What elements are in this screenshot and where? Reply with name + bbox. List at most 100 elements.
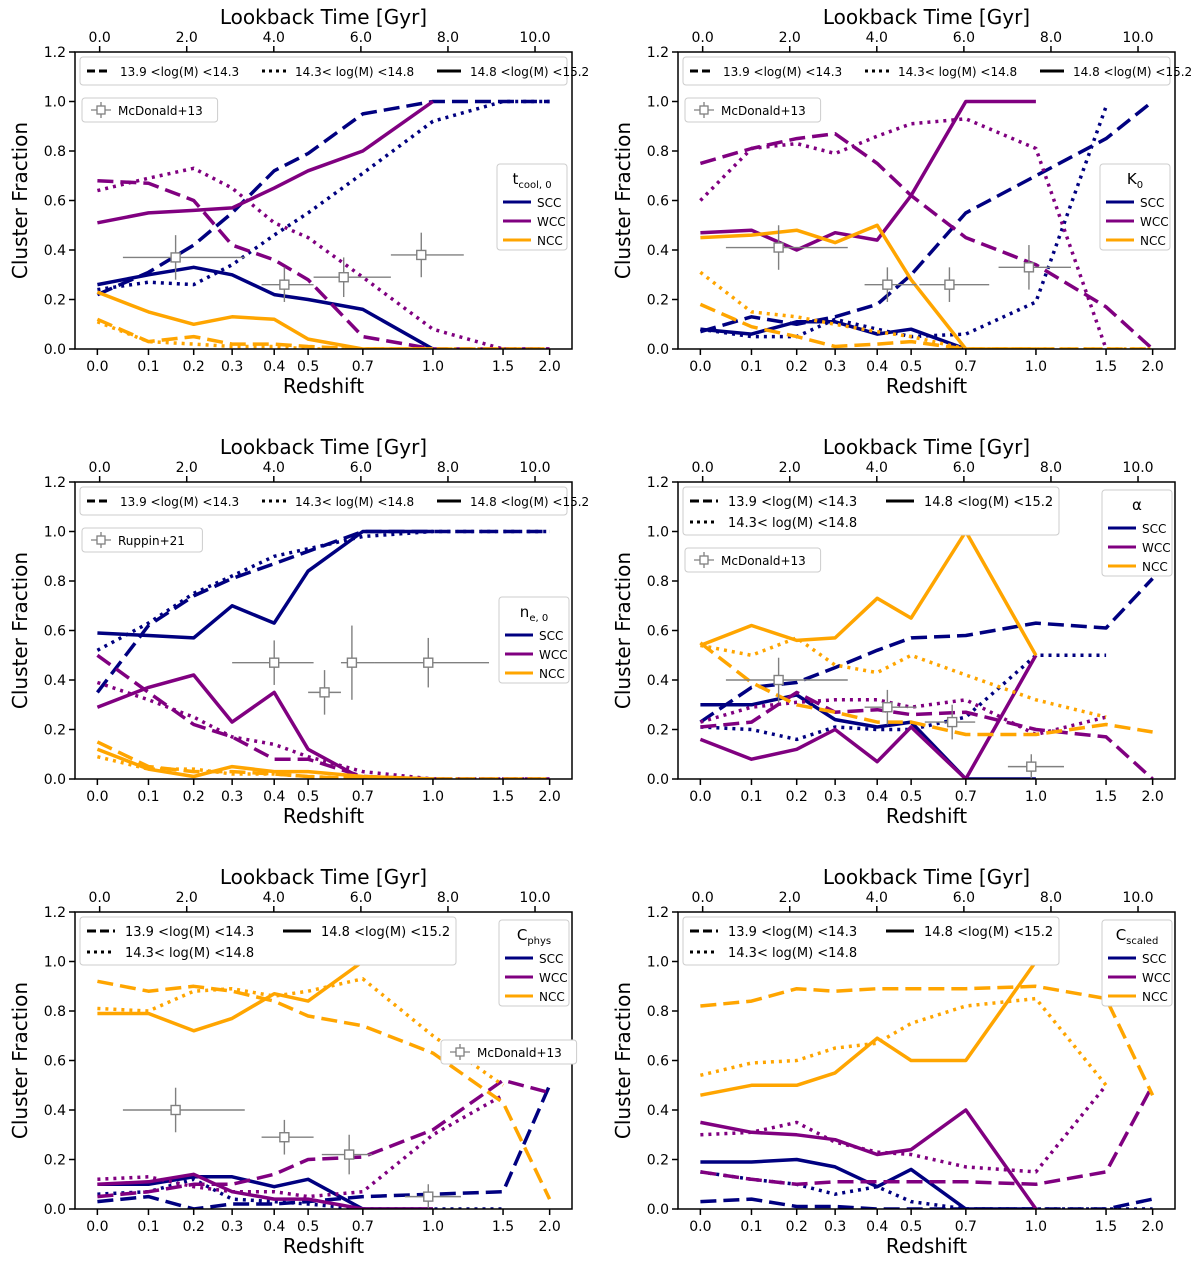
observation-legend: McDonald+13 [684,547,822,573]
y-axis-tick-label: 0.0 [44,342,66,358]
class-legend-label-ncc: NCC [539,990,565,1004]
x-axis-tick-label: 1.5 [492,789,514,805]
series-scc-dotted [700,653,1107,742]
series-wcc-solid [699,654,1038,779]
class-legend-label-scc: SCC [539,952,563,966]
observation-point [232,640,314,685]
x-axis-tick-label: 0.1 [137,1219,159,1235]
class-legend-label-scc: SCC [1142,522,1166,536]
y-axis-tick-label: 0.8 [44,1004,66,1020]
x-axis-tick-label: 0.3 [824,1219,846,1235]
legend-label-dotted: 14.3< log(M) <14.8 [295,495,414,509]
mass-legend: 13.9 <log(M) <14.3 14.3< log(M) <14.8 14.8… [682,486,1060,536]
x-axis-tick-label: 0.2 [183,359,205,375]
series-ncc-dotted [700,636,1107,719]
series-ncc-dotted [97,977,505,1087]
y-axis-tick-label: 1.0 [647,525,669,541]
observation-point [725,657,848,703]
x-axis-tick-label: 0.1 [740,789,762,805]
class-legend: Cphys SCC WCC NCC [498,919,570,1007]
class-legend-label-scc: SCC [537,196,561,210]
series-ncc-solid [699,529,1038,657]
metric-main: t [512,170,518,188]
series-scc-solid [97,1175,433,1209]
obs-marker [170,1104,181,1116]
x-axis-tick-label: 0.4 [263,359,285,375]
top-axis-tick-label: 2.0 [176,890,198,906]
y-axis-tick-label: 1.2 [647,475,669,491]
class-legend-title: Cphys [517,926,551,947]
series-wcc-dotted [699,117,1108,349]
x-axis-tick-label: 0.1 [137,789,159,805]
y-axis-tick-label: 1.0 [44,955,66,971]
x-axis-tick-label: 1.0 [1025,1219,1047,1235]
x-axis-label: Redshift [886,374,967,398]
y-axis-tick-label: 0.4 [647,243,669,259]
legend-obs-marker [699,105,709,115]
x-axis-tick-label: 0.5 [297,359,319,375]
top-axis-tick-label: 4.0 [866,30,888,46]
x-axis-label: Redshift [283,804,364,828]
observation-point [313,257,391,298]
legend-obs-marker [699,555,709,565]
top-axis-label: Lookback Time [Gyr] [220,865,427,889]
observation-point [919,267,990,302]
class-legend-title: tcool, 0 [512,170,551,191]
top-axis-tick-label: 4.0 [866,890,888,906]
y-axis-tick-label: 0.8 [647,144,669,160]
series-ncc-dashed [96,740,550,779]
legend-label-dotted: 14.3< log(M) <14.8 [728,946,857,961]
obs-marker [269,657,280,668]
y-axis-tick-label: 1.0 [44,525,66,541]
x-axis-label: Redshift [886,1234,967,1258]
x-axis-tick-label: 2.0 [1142,1219,1164,1235]
class-legend-label-ncc: NCC [1142,560,1168,574]
y-axis-tick-label: 0.6 [44,624,66,640]
observation-point [122,235,245,280]
class-legend-box [496,163,568,251]
observation-legend: McDonald+13 [81,97,219,123]
x-axis-tick-label: 0.7 [352,1219,374,1235]
metric-main: C [517,926,527,944]
plot-frame [677,911,1176,1210]
x-axis-tick-label: 0.1 [740,359,762,375]
observation-legend-label: McDonald+13 [721,554,806,568]
x-axis-tick-label: 0.3 [824,789,846,805]
obs-marker [773,242,784,253]
x-axis-tick-label: 0.5 [900,1219,922,1235]
y-axis-tick-label: 0.6 [647,624,669,640]
class-legend-label-wcc: WCC [1142,971,1171,985]
class-legend-title: α [1132,496,1142,514]
series-group [699,99,1154,349]
top-axis-label: Lookback Time [Gyr] [823,865,1030,889]
legend-label-dotted: 14.3< log(M) <14.8 [898,65,1017,79]
x-axis-tick-label: 2.0 [539,1219,561,1235]
panel-bottom-right: 0.0 2.0 4.0 6.0 8.0 10.0 Lookback Time [Gyr] 0.… [611,865,1176,1258]
legend-label-solid: 14.8 <log(M) <15.2 [924,495,1053,510]
observation-point [998,245,1072,290]
top-axis-tick-label: 8.0 [437,30,459,46]
x-axis-tick-label: 0.0 [86,359,108,375]
series-group [699,960,1155,1209]
class-legend-label-wcc: WCC [537,215,566,229]
x-axis-tick-label: 0.0 [86,1219,108,1235]
top-axis-tick-label: 10.0 [519,30,550,46]
series-wcc-solid [97,1172,433,1209]
series-scc-solid [700,320,967,349]
x-axis-tick-label: 0.3 [221,789,243,805]
series-scc-dotted [97,1177,504,1209]
y-axis-tick-label: 0.8 [44,144,66,160]
series-scc-dashed [97,1084,552,1209]
top-axis-tick-label: 8.0 [1040,30,1062,46]
series-ncc-solid [96,747,433,779]
class-legend-label-scc: SCC [1142,952,1166,966]
observation-legend-label: McDonald+13 [118,104,203,118]
mass-legend-box [79,486,568,516]
class-legend-box [1099,163,1171,251]
top-axis-tick-label: 0.0 [692,460,714,476]
y-axis-tick-label: 0.4 [44,673,66,689]
x-axis-tick-label: 1.5 [1095,1219,1117,1235]
plot-frame [677,51,1176,350]
observation-legend-box [81,527,203,553]
series-scc-solid [700,1157,1036,1209]
